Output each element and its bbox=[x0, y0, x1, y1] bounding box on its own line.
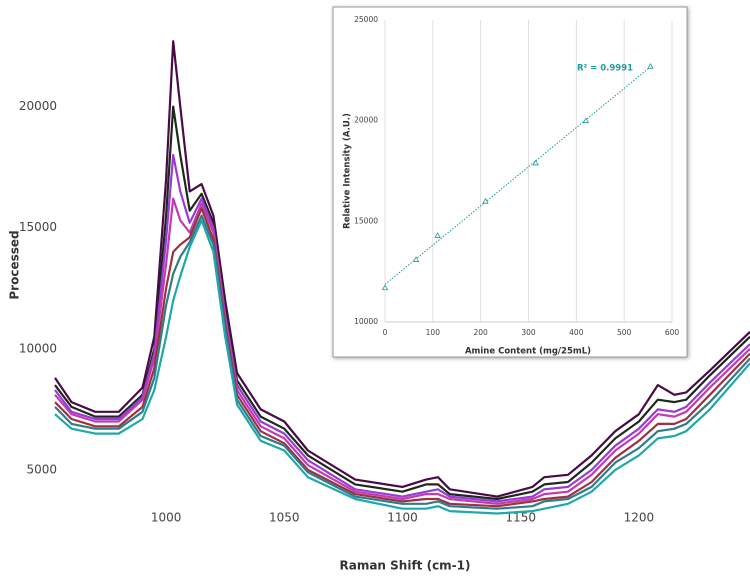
y-tick-label: 20000 bbox=[354, 116, 378, 125]
y-axis-title: Relative Intensity (A.U.) bbox=[343, 113, 353, 229]
x-tick-label: 1100 bbox=[387, 511, 418, 525]
spectrum-line bbox=[54, 197, 750, 505]
data-point bbox=[482, 197, 489, 204]
x-tick-label: 1050 bbox=[269, 511, 300, 525]
inset-panel bbox=[332, 6, 688, 358]
data-point bbox=[412, 256, 420, 262]
x-tick-label: 300 bbox=[521, 328, 536, 337]
y-axis-title: Processed bbox=[8, 230, 22, 299]
y-tick-label: 15000 bbox=[354, 216, 378, 225]
x-tick-label: 1000 bbox=[151, 511, 182, 525]
data-point bbox=[381, 284, 389, 291]
spectrum-line bbox=[54, 153, 750, 503]
spectrum-line bbox=[54, 105, 750, 501]
x-tick-label: 0 bbox=[383, 328, 388, 337]
main-chart: 1000 1050 1100 1150 12005000100001500020000R… bbox=[8, 40, 750, 573]
x-tick-label: 500 bbox=[617, 328, 632, 337]
x-tick-label: 100 bbox=[426, 328, 441, 337]
data-point bbox=[582, 117, 590, 124]
x-tick-label: 200 bbox=[474, 328, 489, 337]
data-point bbox=[647, 62, 654, 69]
x-tick-label: 1150 bbox=[505, 511, 536, 525]
spectrum-line bbox=[54, 219, 750, 515]
y-tick-label: 10000 bbox=[354, 317, 378, 326]
y-tick-label: 25000 bbox=[354, 15, 378, 24]
data-point bbox=[532, 159, 539, 166]
x-tick-label: 400 bbox=[569, 328, 584, 337]
r-squared-annotation: R² = 0.9991 bbox=[577, 64, 633, 74]
x-tick-label: 600 bbox=[665, 328, 680, 337]
x-tick-label: 1200 bbox=[624, 511, 655, 525]
x-axis-title: Raman Shift (cm-1) bbox=[339, 559, 470, 573]
y-tick-label: 10000 bbox=[19, 341, 57, 355]
trendline bbox=[384, 66, 651, 285]
y-tick-label: 20000 bbox=[19, 99, 57, 113]
data-point bbox=[434, 232, 441, 238]
y-tick-label: 15000 bbox=[19, 220, 57, 234]
spectrum-line bbox=[54, 207, 750, 508]
y-tick-label: 5000 bbox=[26, 462, 57, 476]
spectrum-line bbox=[54, 40, 750, 498]
inset-chart: 0 100 200 300 400 500 600 10000 15000 20000 25000 A… bbox=[343, 15, 680, 357]
x-axis-title: Amine Content (mg/25mL) bbox=[465, 347, 591, 357]
spectrum-line bbox=[54, 214, 750, 510]
